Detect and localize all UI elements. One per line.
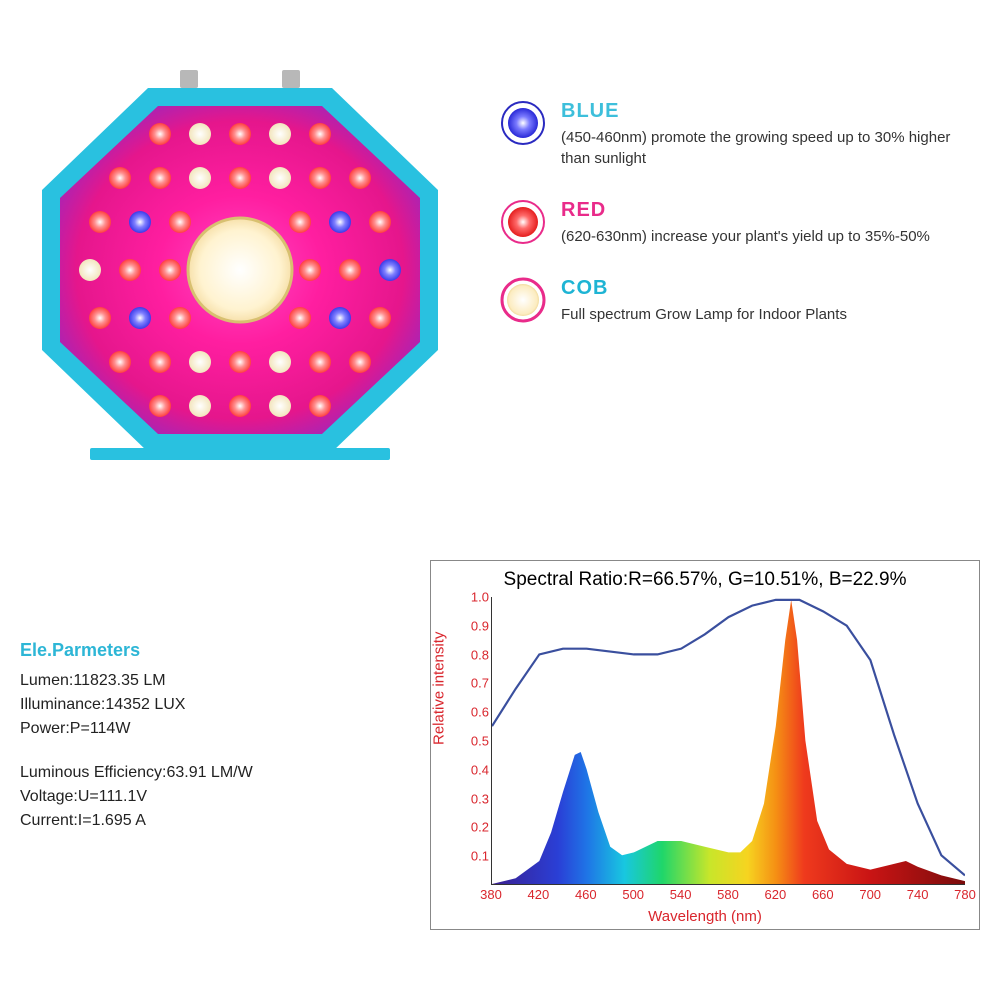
y-tick: 0.8 [459,647,489,662]
spectral-chart: Spectral Ratio:R=66.57%, G=10.51%, B=22.… [430,560,980,930]
y-tick: 1.0 [459,590,489,605]
params-power: Power:P=114W [20,717,400,741]
chart-title: Spectral Ratio:R=66.57%, G=10.51%, B=22.… [441,569,969,591]
legend-cob-title: COB [561,277,980,300]
grow-light-octagon [30,70,450,460]
y-tick: 0.1 [459,849,489,864]
x-tick: 740 [907,887,929,902]
x-tick: 780 [954,887,976,902]
params-illuminance: Illuminance:14352 LUX [20,693,400,717]
y-tick: 0.9 [459,618,489,633]
legend-blue-title: BLUE [561,100,980,123]
y-tick: 0.4 [459,762,489,777]
x-tick: 420 [528,887,550,902]
y-tick: 0.6 [459,705,489,720]
y-tick: 0.5 [459,734,489,749]
x-tick: 500 [622,887,644,902]
params-voltage: Voltage:U=111.1V [20,785,400,809]
red-led-icon [500,199,546,245]
params-lumen: Lumen:11823.35 LM [20,669,400,693]
legend-red-title: RED [561,199,980,222]
electrical-parameters: Ele.Parmeters Lumen:11823.35 LM Illumina… [20,560,400,930]
x-tick: 580 [717,887,739,902]
x-tick: 700 [859,887,881,902]
legend-red-desc: (620-630nm) increase your plant's yield … [561,226,980,247]
chart-plot-area [491,597,965,885]
y-tick: 0.2 [459,820,489,835]
params-efficiency: Luminous Efficiency:63.91 LM/W [20,761,400,785]
cob-icon [500,277,546,323]
y-tick: 0.7 [459,676,489,691]
params-current: Current:I=1.695 A [20,809,400,833]
blue-led-icon [500,100,546,146]
x-tick: 380 [480,887,502,902]
legend-red: RED (620-630nm) increase your plant's yi… [500,199,980,247]
chart-y-label: Relative intensity [431,632,448,745]
legend-blue: BLUE (450-460nm) promote the growing spe… [500,100,980,169]
y-tick: 0.3 [459,791,489,806]
legend-cob: COB Full spectrum Grow Lamp for Indoor P… [500,277,980,325]
x-tick: 460 [575,887,597,902]
x-tick: 620 [765,887,787,902]
legend: BLUE (450-460nm) promote the growing spe… [500,40,980,470]
x-tick: 540 [670,887,692,902]
params-title: Ele.Parmeters [20,640,400,661]
legend-cob-desc: Full spectrum Grow Lamp for Indoor Plant… [561,304,980,325]
legend-blue-desc: (450-460nm) promote the growing speed up… [561,127,980,169]
chart-x-label: Wavelength (nm) [648,908,762,925]
x-tick: 660 [812,887,834,902]
product-image [20,40,460,470]
